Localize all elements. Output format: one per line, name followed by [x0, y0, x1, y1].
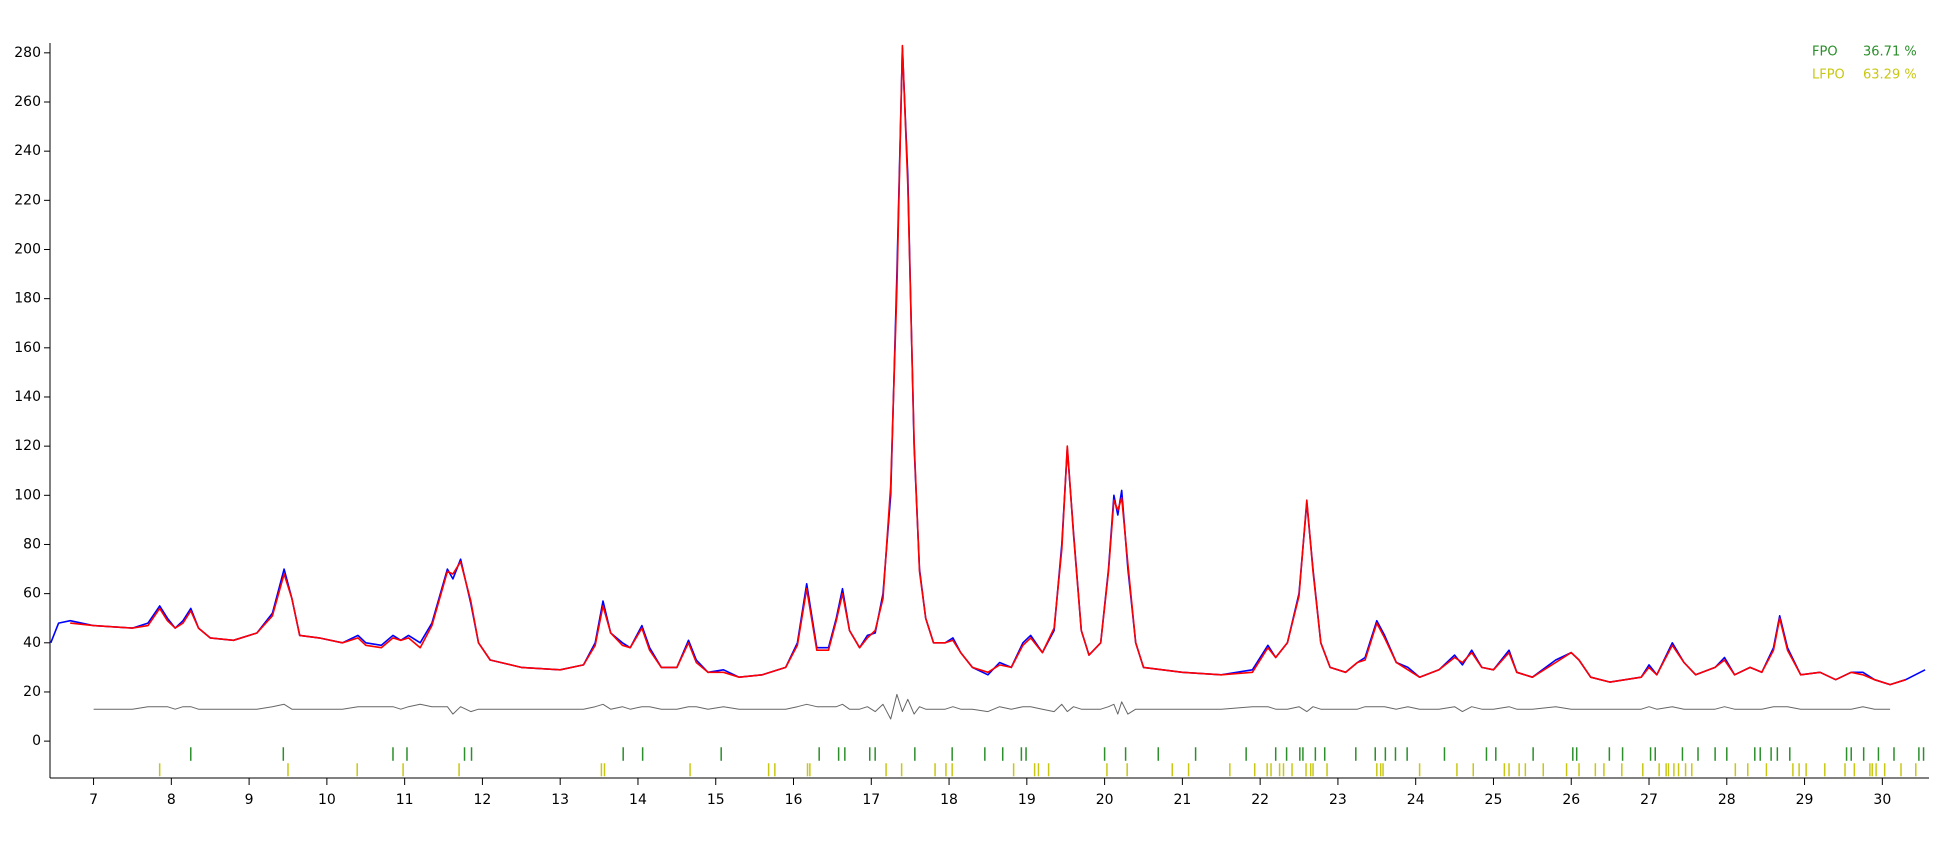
- x-tick-label: 11: [396, 792, 414, 808]
- y-tick-label: 40: [23, 635, 41, 651]
- x-tick-label: 10: [318, 792, 336, 808]
- y-tick-label: 120: [14, 438, 41, 454]
- x-tick-label: 7: [89, 792, 98, 808]
- y-tick-label: 100: [14, 487, 41, 503]
- x-tick-label: 20: [1096, 792, 1114, 808]
- x-tick-label: 16: [785, 792, 803, 808]
- y-tick-label: 240: [14, 143, 41, 159]
- y-tick-label: 180: [14, 291, 41, 307]
- x-tick-label: 13: [551, 792, 569, 808]
- x-tick-label: 19: [1018, 792, 1036, 808]
- x-tick-label: 23: [1329, 792, 1347, 808]
- y-tick-label: 140: [14, 389, 41, 405]
- profile-line: [93, 693, 1891, 720]
- y-tick-label: 80: [23, 536, 41, 552]
- x-tick-label: 21: [1173, 792, 1191, 808]
- y-tick-label: 260: [14, 94, 41, 110]
- x-tick-label: 8: [167, 792, 176, 808]
- profile-line: [70, 44, 1906, 686]
- x-tick-label: 17: [862, 792, 880, 808]
- x-tick-label: 14: [629, 792, 647, 808]
- profile-line: [50, 47, 1926, 686]
- legend-name: LFPO: [1812, 68, 1845, 83]
- x-tick-label: 15: [707, 792, 725, 808]
- x-tick-label: 26: [1562, 792, 1580, 808]
- x-tick-label: 27: [1640, 792, 1658, 808]
- y-tick-label: 20: [23, 684, 41, 700]
- y-tick-label: 280: [14, 45, 41, 61]
- legend-fraction: 63.29 %: [1863, 68, 1917, 83]
- legend-name: FPO: [1812, 45, 1838, 60]
- x-tick-label: 12: [474, 792, 492, 808]
- x-tick-label: 18: [940, 792, 958, 808]
- y-tick-label: 0: [32, 733, 41, 749]
- x-tick-label: 22: [1251, 792, 1269, 808]
- legend-fraction: 36.71 %: [1863, 45, 1917, 60]
- y-tick-label: 220: [14, 192, 41, 208]
- x-tick-label: 9: [245, 792, 254, 808]
- x-tick-label: 25: [1485, 792, 1503, 808]
- y-tick-label: 60: [23, 586, 41, 602]
- x-tick-label: 30: [1873, 792, 1891, 808]
- x-tick-label: 24: [1407, 792, 1425, 808]
- y-tick-label: 160: [14, 340, 41, 356]
- x-tick-label: 29: [1796, 792, 1814, 808]
- y-tick-label: 200: [14, 241, 41, 257]
- x-tick-label: 28: [1718, 792, 1736, 808]
